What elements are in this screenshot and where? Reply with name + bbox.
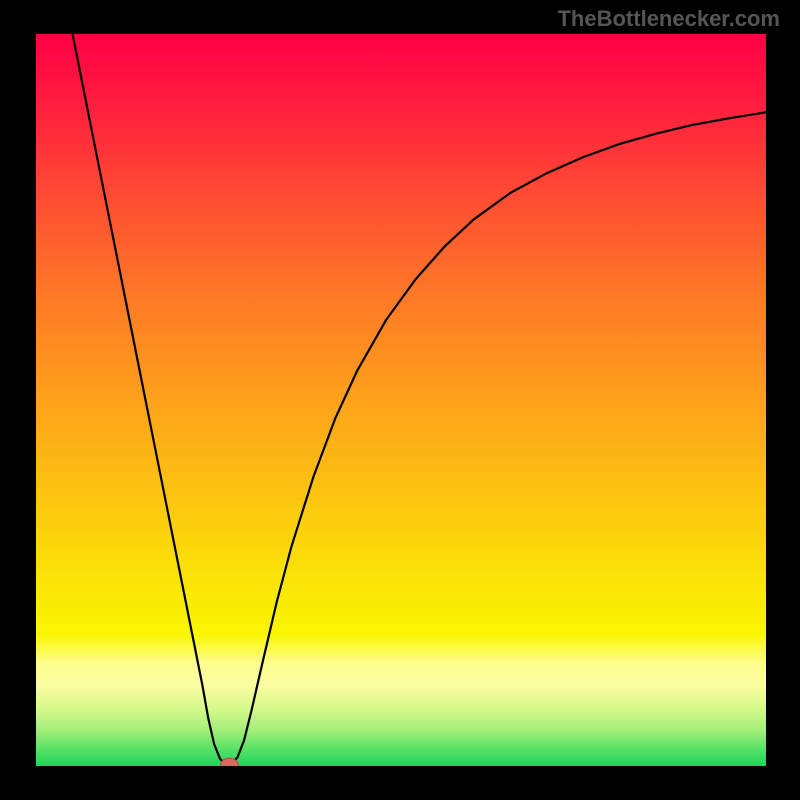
chart-container: TheBottlenecker.com	[0, 0, 800, 800]
frame-border-left	[0, 0, 36, 800]
watermark-text: TheBottlenecker.com	[557, 6, 780, 32]
curve-path	[73, 34, 767, 765]
frame-border-bottom	[0, 766, 800, 800]
plot-area	[36, 34, 766, 766]
curve-layer	[36, 34, 766, 766]
frame-border-right	[766, 0, 800, 800]
plot-frame	[0, 0, 800, 800]
